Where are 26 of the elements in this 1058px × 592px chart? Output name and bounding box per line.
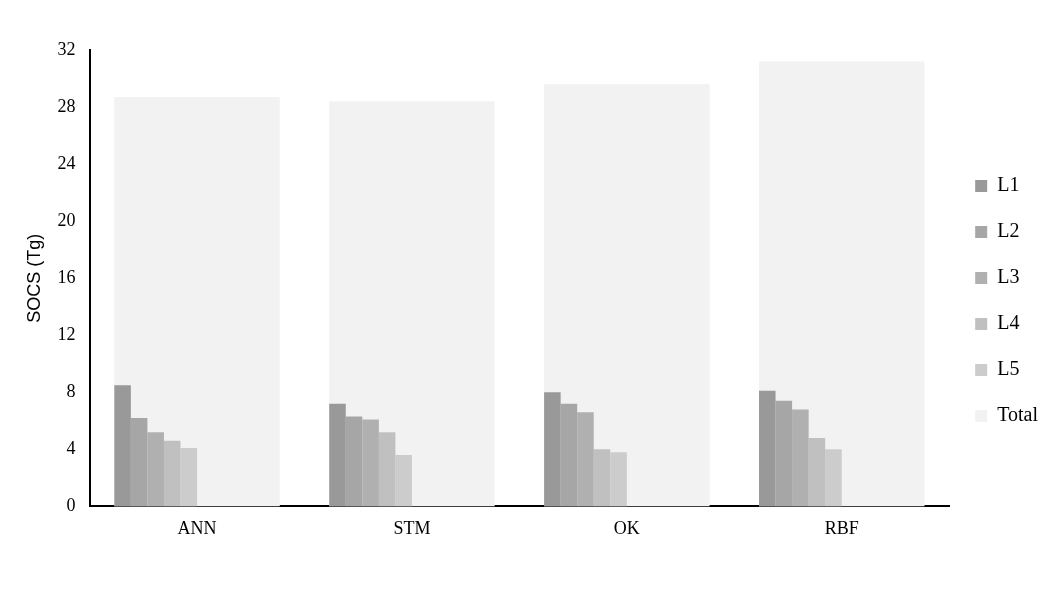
legend-label: L1	[997, 173, 1020, 196]
bar	[544, 84, 710, 507]
bar	[114, 385, 131, 507]
legend-label: L5	[997, 357, 1020, 380]
legend-label: L3	[997, 265, 1020, 288]
y-tick-label: 20	[57, 209, 76, 230]
x-tick-label: RBF	[824, 517, 859, 538]
x-tick-label: STM	[393, 517, 431, 538]
bar	[544, 392, 561, 507]
legend-label: L4	[997, 311, 1020, 334]
y-tick-label: 16	[57, 266, 76, 287]
bar	[329, 403, 346, 507]
y-tick-label: 12	[57, 323, 76, 344]
x-tick-label: ANN	[177, 517, 217, 538]
bar	[759, 61, 925, 507]
legend-label: L2	[997, 219, 1020, 242]
y-tick-label: 0	[66, 495, 76, 516]
y-tick-label: 28	[57, 95, 76, 116]
y-axis-title: SOCS (Tg)	[23, 233, 44, 323]
legend-label: Total	[997, 403, 1039, 426]
y-tick-label: 32	[57, 38, 76, 59]
bar	[759, 390, 776, 507]
y-tick-label: 8	[66, 381, 76, 402]
x-tick-label: OK	[613, 517, 640, 538]
y-tick-label: 24	[57, 152, 76, 173]
y-tick-label: 4	[66, 438, 76, 459]
